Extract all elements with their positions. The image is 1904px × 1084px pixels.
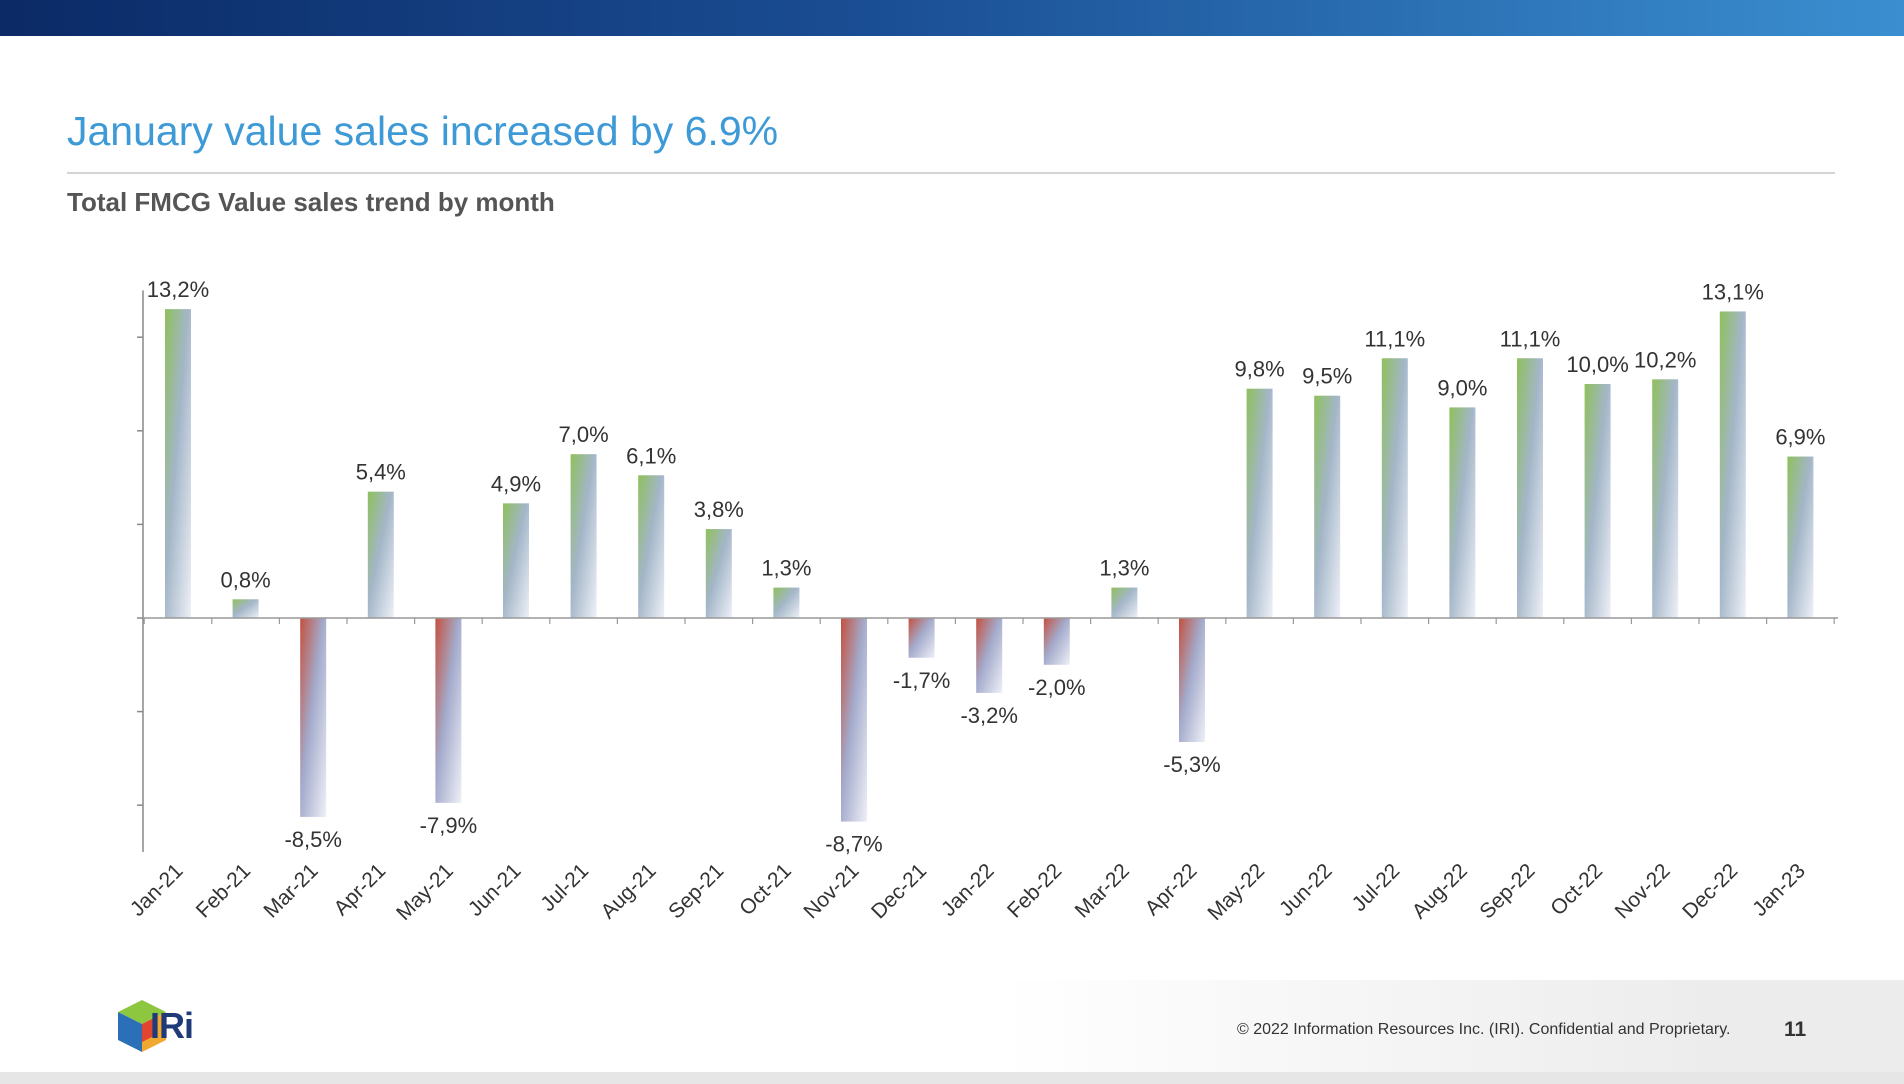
bar-jun-22 [1314, 395, 1341, 618]
footer-background [1000, 980, 1904, 1072]
bar-aug-22 [1449, 407, 1476, 618]
data-label-sep-22: 11,1% [1500, 326, 1561, 351]
x-tick-label-jan-21: Jan-21 [126, 859, 188, 921]
bar-dec-22 [1719, 311, 1746, 618]
x-tick-label-jul-22: Jul-22 [1348, 859, 1405, 916]
x-tick-label-feb-22: Feb-22 [1003, 859, 1066, 922]
data-label-apr-21: 5,4% [356, 460, 406, 485]
x-tick-label-feb-21: Feb-21 [192, 859, 255, 922]
bar-sep-21 [705, 529, 732, 618]
data-label-may-22: 9,8% [1235, 357, 1285, 382]
x-tick-label-oct-21: Oct-21 [735, 859, 796, 920]
x-tick-label-sep-21: Sep-21 [664, 859, 728, 923]
iri-logo-text: IRi [150, 1005, 194, 1046]
bar-apr-21 [367, 491, 394, 618]
bar-jul-22 [1381, 358, 1408, 618]
data-label-mar-21: -8,5% [284, 827, 341, 852]
data-label-feb-21: 0,8% [221, 567, 271, 592]
bar-feb-21 [232, 599, 259, 618]
data-label-aug-22: 9,0% [1437, 375, 1487, 400]
x-tick-label-jan-22: Jan-22 [937, 859, 999, 921]
x-tick-label-aug-21: Aug-21 [597, 859, 661, 923]
x-tick-label-mar-21: Mar-21 [259, 859, 322, 922]
bar-dec-21 [908, 618, 935, 658]
bar-nov-22 [1652, 379, 1679, 618]
data-label-jul-22: 11,1% [1364, 326, 1425, 351]
value-sales-bar-chart: 13,2% 0,8% -8,5% 5,4% -7,9% 4,9% 7,0% 6,1% 3,8% 1… [126, 277, 1838, 925]
x-tick-label-jan-23: Jan-23 [1748, 859, 1810, 921]
data-label-jun-22: 9,5% [1302, 364, 1352, 389]
x-tick-label-jun-22: Jun-22 [1275, 859, 1337, 921]
title-divider [67, 172, 1835, 174]
top-banner [0, 0, 1904, 36]
data-label-may-21: -7,9% [420, 813, 477, 838]
x-tick-label-apr-21: Apr-21 [330, 859, 391, 920]
x-tick-label-apr-22: Apr-22 [1141, 859, 1202, 920]
x-tick-label-oct-22: Oct-22 [1546, 859, 1607, 920]
x-tick-label-jun-21: Jun-21 [464, 859, 526, 921]
x-tick-label-may-21: May-21 [392, 859, 458, 925]
bar-apr-22 [1179, 618, 1205, 743]
x-tick-label-nov-21: Nov-21 [799, 859, 863, 923]
bar-jan-21 [165, 309, 191, 618]
data-label-jan-21: 13,2% [147, 277, 209, 302]
data-label-oct-22: 10,0% [1566, 352, 1628, 377]
x-tick-label-sep-22: Sep-22 [1475, 859, 1539, 923]
bar-jan-22 [976, 618, 1003, 693]
bar-may-21 [435, 618, 462, 803]
data-label-mar-22: 1,3% [1099, 556, 1149, 581]
bar-aug-21 [638, 475, 665, 618]
data-label-nov-22: 10,2% [1634, 347, 1696, 372]
data-label-feb-22: -2,0% [1028, 675, 1085, 700]
bar-may-22 [1246, 388, 1273, 618]
bar-oct-22 [1584, 384, 1611, 618]
data-label-jan-22: -3,2% [960, 703, 1017, 728]
iri-logo-cube-icon [118, 1000, 166, 1052]
data-label-apr-22: -5,3% [1163, 752, 1220, 777]
x-tick-label-may-22: May-22 [1203, 859, 1269, 925]
x-tick-label-dec-22: Dec-22 [1678, 859, 1742, 923]
data-label-jun-21: 4,9% [491, 471, 541, 496]
x-tick-label-mar-22: Mar-22 [1071, 859, 1134, 922]
bar-jun-21 [503, 503, 529, 618]
page-number: 11 [1784, 1018, 1807, 1041]
data-label-dec-21: -1,7% [893, 668, 950, 693]
data-label-sep-21: 3,8% [694, 497, 744, 522]
bar-feb-22 [1043, 618, 1070, 665]
data-label-jan-23: 6,9% [1775, 425, 1825, 450]
bar-oct-21 [773, 587, 800, 618]
data-label-aug-21: 6,1% [626, 443, 676, 468]
bar-nov-21 [841, 618, 867, 822]
bar-jan-23 [1787, 456, 1814, 618]
x-tick-label-dec-21: Dec-21 [867, 859, 931, 923]
x-tick-label-jul-21: Jul-21 [536, 859, 593, 916]
bar-mar-22 [1111, 587, 1138, 618]
bar-jul-21 [570, 454, 597, 618]
copyright-notice: © 2022 Information Resources Inc. (IRI).… [1237, 1021, 1731, 1038]
x-tick-label-nov-22: Nov-22 [1611, 859, 1675, 923]
x-tick-label-aug-22: Aug-22 [1408, 859, 1472, 923]
data-label-jul-21: 7,0% [559, 422, 609, 447]
chart-subtitle: Total FMCG Value sales trend by month [67, 187, 555, 217]
page-title: January value sales increased by 6.9% [67, 108, 779, 154]
bar-sep-22 [1517, 358, 1543, 618]
bar-mar-21 [300, 618, 327, 817]
data-label-oct-21: 1,3% [761, 556, 811, 581]
data-label-nov-21: -8,7% [825, 832, 882, 857]
data-label-dec-22: 13,1% [1702, 279, 1764, 304]
